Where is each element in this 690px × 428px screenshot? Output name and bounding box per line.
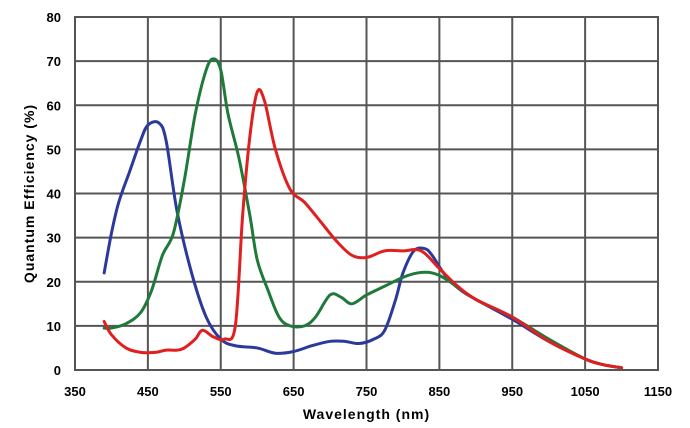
x-tick-label: 350: [64, 384, 86, 399]
x-tick-label: 1150: [644, 384, 672, 399]
x-tick-label: 850: [429, 384, 451, 399]
green-series-line: [102, 57, 624, 370]
x-tick-label: 950: [501, 384, 523, 399]
grid: [74, 16, 659, 371]
red-series-line: [102, 88, 624, 370]
y-tick-labels: 0 10 20 30 40 50 60 70 80: [47, 10, 61, 378]
x-axis-label: Wavelength (nm): [303, 406, 430, 422]
y-tick-label: 50: [47, 142, 61, 157]
x-tick-label: 550: [210, 384, 232, 399]
y-tick-label: 40: [47, 187, 61, 202]
y-tick-label: 30: [47, 231, 61, 246]
y-tick-label: 10: [47, 319, 61, 334]
y-tick-label: 60: [47, 98, 61, 113]
y-tick-label: 70: [47, 54, 61, 69]
x-tick-label: 450: [137, 384, 159, 399]
x-tick-label: 1050: [571, 384, 600, 399]
x-tick-labels: 350 450 550 650 750 850 950 1050 1150: [64, 384, 672, 399]
y-tick-label: 20: [47, 275, 61, 290]
series-lines: [102, 57, 624, 370]
y-axis-label: Quantum Efficiency (%): [21, 104, 37, 283]
plot-frame: [74, 16, 659, 371]
x-tick-label: 750: [356, 384, 378, 399]
y-tick-label: 0: [54, 363, 61, 378]
y-tick-label: 80: [47, 10, 61, 25]
x-tick-label: 650: [283, 384, 305, 399]
blue-series-line: [102, 120, 624, 370]
